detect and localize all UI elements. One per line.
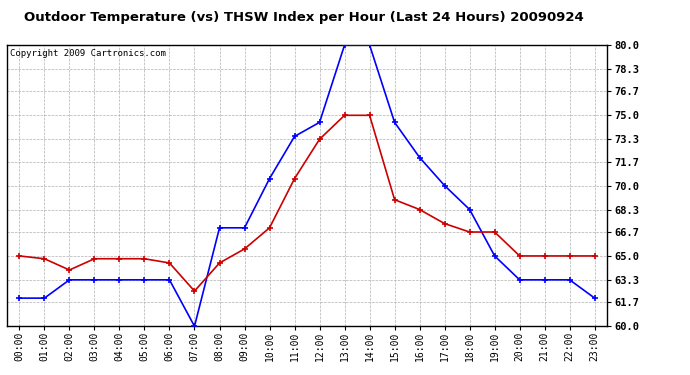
Text: Copyright 2009 Cartronics.com: Copyright 2009 Cartronics.com xyxy=(10,49,166,58)
Text: Outdoor Temperature (vs) THSW Index per Hour (Last 24 Hours) 20090924: Outdoor Temperature (vs) THSW Index per … xyxy=(23,11,584,24)
